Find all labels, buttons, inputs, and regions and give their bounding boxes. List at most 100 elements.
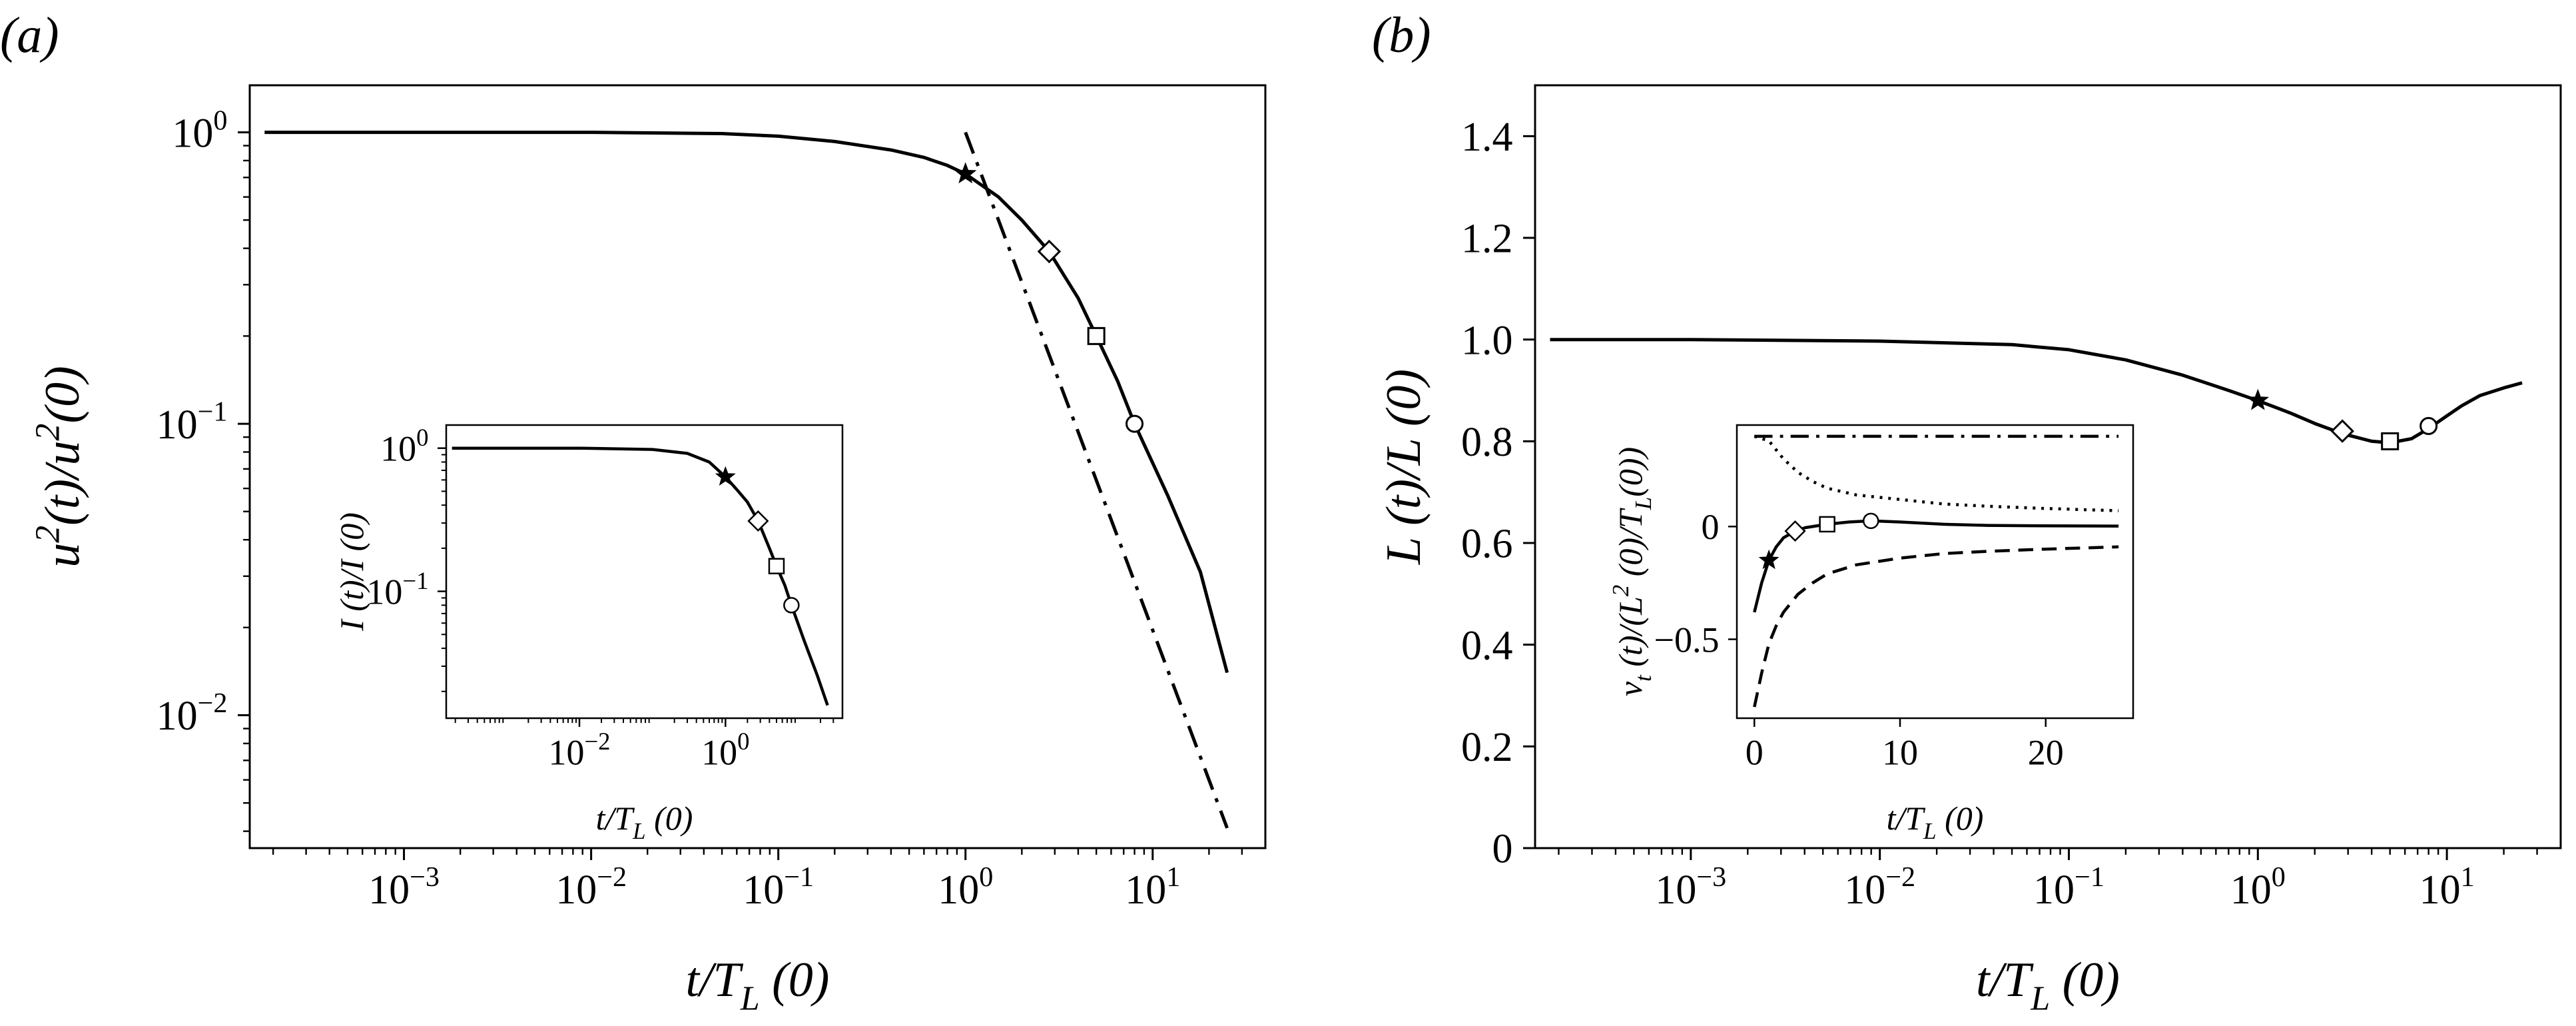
panel-a-x-tick-label: 10−3 bbox=[368, 861, 440, 913]
panel-a-x-tick-base: 10 bbox=[1125, 867, 1166, 913]
panel-a-x-tick-base: 10 bbox=[368, 867, 410, 913]
panel-a-inset-y-tick-label: 10−1 bbox=[366, 567, 428, 612]
panel-a-x-axis-label-script: L bbox=[740, 980, 760, 1018]
panel-a-x-tick-label: 10−1 bbox=[743, 861, 814, 913]
panel-b-y-tick-label: 0.4 bbox=[1461, 623, 1513, 668]
panel-b-label: (b) bbox=[1372, 7, 1431, 63]
panel-a-y-tick-label: 10−1 bbox=[157, 396, 228, 448]
panel-a-inset-y-tick-exp: −1 bbox=[402, 567, 428, 594]
panel-a-x-tick-exp: 1 bbox=[1166, 861, 1180, 893]
panel-a-inset-x-tick-base: 10 bbox=[701, 733, 737, 773]
panel-b-y-tick-label: 0.8 bbox=[1461, 420, 1513, 465]
panel-b-x-tick-label: 10−3 bbox=[1655, 861, 1726, 913]
panel-b-x-tick-exp: 1 bbox=[2461, 861, 2475, 893]
panel-b-inset-x-axis-label-part: t/T bbox=[1887, 799, 1926, 837]
panel-b-y-tick-label: 0 bbox=[1492, 827, 1513, 872]
panel-a-x-tick-exp: −2 bbox=[597, 861, 627, 893]
panel-a-series-group bbox=[264, 131, 1229, 829]
panel-a-x-tick-label: 101 bbox=[1125, 861, 1180, 913]
panel-a-x-tick-label: 100 bbox=[938, 861, 993, 913]
panel-a-y-tick-exp: −2 bbox=[198, 688, 228, 719]
panel-b-inset-y-tick-label: −0.5 bbox=[1654, 620, 1720, 660]
panel-a-y-axis-label-part: (0) bbox=[35, 366, 90, 423]
panel-b-inset-markers bbox=[1758, 512, 1879, 570]
panel-b-inset-series-solid-line bbox=[1753, 519, 2119, 613]
panel-b-inset-x-tick-label: 10 bbox=[1882, 733, 1918, 773]
panel-b-inset-x-tick-label: 0 bbox=[1746, 733, 1764, 773]
panel-b-inset-axes: 0 10 20 0 −0.5 bbox=[1654, 424, 2134, 773]
panel-a-x-axis-label: t/TL (0) bbox=[686, 953, 830, 1018]
panel-b-inset-x-axis-label-part: (0) bbox=[1937, 799, 1984, 837]
panel-b-y-axis-label: L (t)/L (0) bbox=[1377, 369, 1431, 565]
panel-b-inset-y-axis-label-part: (0)) bbox=[1612, 447, 1649, 497]
panel-b-x-tick-base: 10 bbox=[1844, 867, 1885, 913]
panel-a-x-axis-label-part: t/T bbox=[686, 953, 744, 1007]
panel-b-inset-y-axis-label: νt (t)/(L2 (0)/TL(0)) bbox=[1608, 447, 1656, 696]
panel-b-frame bbox=[1534, 84, 2562, 849]
square-marker bbox=[768, 558, 785, 574]
panel-b-x-tick-label: 100 bbox=[2230, 861, 2286, 913]
panel-b-x-axis-label-script: L bbox=[2030, 980, 2050, 1018]
panel-a-inset-x-axis-label: t/TL (0) bbox=[596, 799, 693, 844]
panel-a-y-tick-base: 10 bbox=[157, 402, 198, 448]
panel-a-inset-x-axis-label-part: (0) bbox=[646, 799, 693, 837]
panel-a-frame bbox=[248, 84, 1267, 849]
panel-a-inset-x-tick-label: 10−2 bbox=[548, 728, 610, 773]
panel-a-inset-x-axis-label-part: t/T bbox=[596, 799, 635, 837]
circle-marker bbox=[783, 597, 800, 614]
panel-b-series-group bbox=[1550, 338, 2523, 445]
panel-a-inset-frame bbox=[445, 424, 844, 720]
panel-b-inset-x-tick-label: 20 bbox=[2028, 733, 2064, 773]
panel-a-x-tick-exp: 0 bbox=[979, 861, 993, 893]
panel-a-label: (a) bbox=[0, 7, 59, 63]
square-marker bbox=[2381, 432, 2400, 450]
panel-a-y-tick-base: 10 bbox=[157, 694, 198, 739]
panel-a-inset-series-solid-line bbox=[452, 446, 829, 706]
panel-a-x-tick-base: 10 bbox=[555, 867, 597, 913]
panel-b-x-axis-label-part: t/T bbox=[1976, 953, 2034, 1007]
panel-a-x-tick-exp: −3 bbox=[410, 861, 440, 893]
panel-a-markers bbox=[954, 162, 1144, 433]
panel-b-x-tick-base: 10 bbox=[2419, 867, 2461, 913]
diamond-marker bbox=[1037, 239, 1062, 264]
panel-a-x-tick-base: 10 bbox=[938, 867, 979, 913]
panel-a-y-tick-base: 10 bbox=[172, 111, 213, 156]
panel-b-inset-series-group bbox=[1753, 434, 2119, 708]
panel-b-labels: t/TL (0)L (t)/L (0)(b) bbox=[1372, 7, 2120, 1018]
panel-a-y-axis-label: u2(t)/u2(0) bbox=[29, 366, 90, 568]
panel-b-inset-x-axis-label-script: L bbox=[1923, 818, 1936, 844]
panel-a-y-axis-label-part: u bbox=[35, 543, 90, 568]
diamond-marker bbox=[1784, 520, 1806, 542]
panel-a-inset-markers bbox=[715, 466, 800, 614]
panel-b-x-tick-exp: −3 bbox=[1696, 861, 1726, 893]
panel-a-inset-x-tick-exp: −2 bbox=[584, 728, 610, 755]
star-marker bbox=[2246, 388, 2270, 410]
panel-b-inset-y-axis-label-part: (t)/(L bbox=[1612, 596, 1649, 675]
panel-a-x-tick-label: 10−2 bbox=[555, 861, 627, 913]
square-marker bbox=[1087, 326, 1106, 345]
panel-b-inset-series-dashed-line bbox=[1753, 545, 2119, 708]
panel-a-inset-y-tick-label: 100 bbox=[380, 424, 428, 469]
circle-marker bbox=[1126, 414, 1144, 433]
panel-b-x-tick-exp: 0 bbox=[2272, 861, 2286, 893]
circle-marker bbox=[1863, 512, 1879, 530]
panel-a-inset-y-axis-label: I (t)/I (0) bbox=[333, 512, 370, 632]
panel-a-inset-x-tick-exp: 0 bbox=[737, 728, 749, 755]
panel-a-y-axis-label-script: 2 bbox=[29, 424, 67, 441]
panel-a-inset-y-tick-exp: 0 bbox=[416, 424, 428, 451]
panel-b-y-tick-label: 1.0 bbox=[1461, 318, 1513, 363]
panel-a-y-axis-label-script: 2 bbox=[29, 526, 67, 543]
panel-b-y-tick-label: 1.4 bbox=[1461, 115, 1513, 160]
panel-b-markers bbox=[2246, 388, 2438, 450]
panel-b-x-tick-base: 10 bbox=[1655, 867, 1696, 913]
panel-a-series-dashdot-line bbox=[964, 131, 1229, 829]
star-marker bbox=[715, 466, 736, 486]
panel-a-x-tick-base: 10 bbox=[743, 867, 784, 913]
diamond-marker bbox=[2330, 419, 2354, 443]
diamond-marker bbox=[747, 510, 769, 532]
panel-a-y-tick-label: 100 bbox=[172, 105, 227, 156]
panel-b-inset-y-axis-label-script: 2 bbox=[1608, 585, 1634, 597]
panel-b-y-tick-label: 0.2 bbox=[1461, 725, 1513, 770]
